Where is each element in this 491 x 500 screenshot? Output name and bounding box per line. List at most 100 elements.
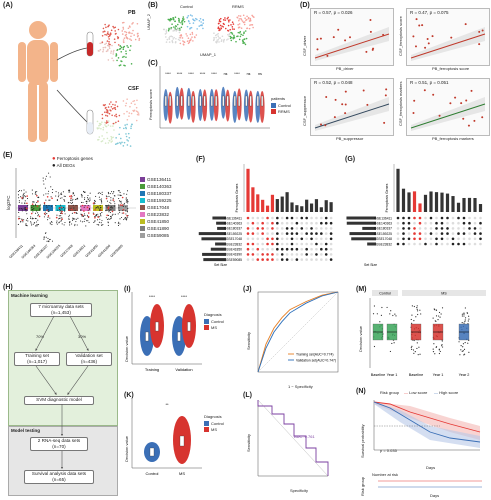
matrix-dot: [266, 221, 269, 225]
umap-point: [100, 140, 103, 143]
deg-point: [114, 205, 116, 207]
intersection-bar: [445, 193, 450, 212]
matrix-dot: [251, 221, 255, 225]
umap-point: [192, 22, 195, 24]
matrix-dot: [285, 227, 289, 230]
deg-point: [58, 215, 60, 217]
matrix-dot: [320, 242, 323, 246]
umap-point: [114, 108, 117, 111]
subject-point: [416, 310, 419, 312]
subject-point: [441, 340, 443, 342]
umap-point: [132, 100, 134, 103]
deg-point: [60, 220, 62, 222]
subject-point: [411, 314, 413, 316]
umap-point: [178, 31, 181, 34]
umap-point: [182, 43, 185, 46]
umap-point: [249, 17, 252, 20]
deg-point: [123, 202, 125, 204]
ferroptosis-point: [69, 195, 71, 198]
umap-point: [107, 59, 110, 61]
set-name: GSE180337: [374, 227, 392, 231]
subject-point: [417, 354, 419, 356]
deg-point: [107, 218, 109, 220]
matrix-dot: [424, 221, 427, 225]
ms-strip: [402, 290, 486, 296]
matrix-dot: [435, 227, 438, 230]
umap-point: [133, 109, 136, 112]
deg-point: [57, 192, 60, 194]
matrix-dot: [315, 216, 318, 220]
matrix-dot: [429, 227, 433, 230]
deg-point: [89, 192, 91, 194]
umap-point: [124, 124, 126, 126]
violin-box: [179, 435, 185, 447]
ferroptosis-point: [122, 208, 125, 211]
umap-point: [229, 28, 232, 31]
deg-point: [100, 192, 102, 194]
umap-point: [226, 17, 229, 20]
deg-point: [30, 221, 32, 223]
deg-point: [127, 201, 129, 203]
ferroptosis-point: [70, 208, 73, 211]
matrix-dot: [246, 227, 250, 230]
subject-point: [441, 344, 443, 346]
intersection-bar: [261, 199, 265, 212]
matrix-dot: [276, 232, 279, 235]
deg-point: [38, 196, 40, 198]
ferroptosis-point: [111, 210, 114, 213]
deg-point: [81, 221, 83, 223]
matrix-dot: [329, 232, 333, 235]
umap-point: [117, 57, 120, 59]
matrix-dot: [473, 232, 477, 235]
matrix-dot: [266, 253, 269, 256]
subject-point: [466, 312, 468, 314]
subject-point: [464, 307, 466, 309]
deg-point: [36, 210, 38, 212]
matrix-dot: [256, 216, 260, 220]
umap-point: [126, 98, 128, 100]
umap-point: [125, 50, 127, 52]
matrix-dot: [290, 216, 294, 220]
deg-point: [47, 209, 49, 211]
deg-point: [34, 203, 37, 205]
matrix-dot: [429, 221, 433, 225]
umap-point: [217, 27, 219, 30]
umap-point: [113, 38, 116, 40]
matrix-dot: [462, 216, 466, 220]
legend-swatch: [140, 198, 145, 204]
deg-point: [100, 222, 102, 224]
significance-label: ****: [177, 72, 183, 76]
matrix-dot: [256, 237, 260, 241]
umap-point: [119, 64, 122, 66]
umap-point: [131, 123, 133, 126]
category-tick: Year 1: [433, 373, 444, 377]
umap-point: [110, 106, 113, 108]
deg-point: [42, 180, 44, 182]
umap-point: [110, 50, 113, 52]
matrix-dot: [418, 216, 422, 220]
matrix-dot: [315, 242, 318, 246]
ferroptosis-point: [58, 207, 61, 209]
deg-point: [34, 193, 36, 195]
deg-point: [82, 201, 84, 204]
deg-point: [61, 208, 63, 210]
dataset-legend-item: GSE159225: [140, 197, 172, 204]
matrix-dot: [280, 247, 284, 251]
matrix-dot: [251, 253, 255, 256]
deg-point: [83, 190, 85, 193]
legend-label: GSE23832: [147, 212, 170, 217]
deg-point: [97, 219, 99, 221]
legend-swatch: [140, 205, 145, 211]
data-point: [385, 88, 388, 91]
subject-point: [390, 310, 392, 312]
deg-point: [84, 218, 86, 220]
umap-point: [212, 39, 215, 42]
umap-point: [107, 36, 110, 38]
deg-point: [106, 206, 108, 208]
matrix-dot: [473, 242, 477, 246]
deg-point: [39, 204, 41, 206]
data-point: [325, 96, 328, 99]
umap-point: [189, 33, 192, 36]
deg-point: [44, 204, 46, 206]
violin-box: [164, 95, 167, 107]
